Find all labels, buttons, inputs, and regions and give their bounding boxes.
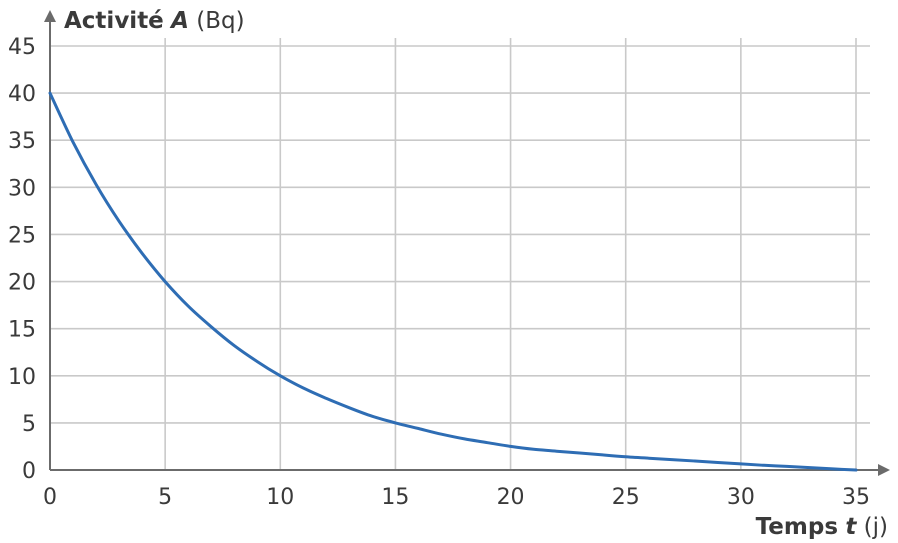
y-tick-label: 0 <box>22 459 36 484</box>
y-axis-title-symbol: A <box>169 8 189 34</box>
x-tick-label: 15 <box>381 485 409 510</box>
x-tick-label: 0 <box>43 485 57 510</box>
y-tick-labels: 0 5 10 15 20 25 30 35 40 45 <box>8 35 36 484</box>
x-tick-label: 30 <box>727 485 755 510</box>
y-axis-title-name: Activité <box>64 8 164 34</box>
y-tick-label: 15 <box>8 318 36 343</box>
activity-decay-line <box>48 91 858 472</box>
y-tick-label: 30 <box>8 176 36 201</box>
x-tick-label: 35 <box>842 485 870 510</box>
x-tick-label: 25 <box>612 485 640 510</box>
y-tick-label: 40 <box>8 82 36 107</box>
x-tick-labels: 0 5 10 15 20 25 30 35 <box>43 485 870 510</box>
x-tick-label: 20 <box>497 485 525 510</box>
y-tick-label: 35 <box>8 129 36 154</box>
x-axis-title-symbol: t <box>845 514 857 540</box>
series <box>48 91 858 472</box>
x-axis-arrow-icon <box>878 464 890 476</box>
y-tick-label: 10 <box>8 365 36 390</box>
y-tick-label: 5 <box>22 412 36 437</box>
y-tick-label: 20 <box>8 271 36 296</box>
y-tick-label: 25 <box>8 223 36 248</box>
axes <box>44 10 890 476</box>
x-axis-title-unit: (j) <box>864 514 888 540</box>
x-tick-label: 5 <box>158 485 172 510</box>
x-tick-label: 10 <box>266 485 294 510</box>
y-tick-label: 45 <box>8 35 36 60</box>
y-axis-title: Activité A (Bq) <box>64 8 245 34</box>
grid <box>50 38 870 470</box>
x-axis-title-name: Temps <box>756 514 838 540</box>
x-axis-title: Temps t (j) <box>756 514 888 540</box>
y-axis-arrow-icon <box>44 10 56 22</box>
y-axis-title-unit: (Bq) <box>196 8 244 34</box>
